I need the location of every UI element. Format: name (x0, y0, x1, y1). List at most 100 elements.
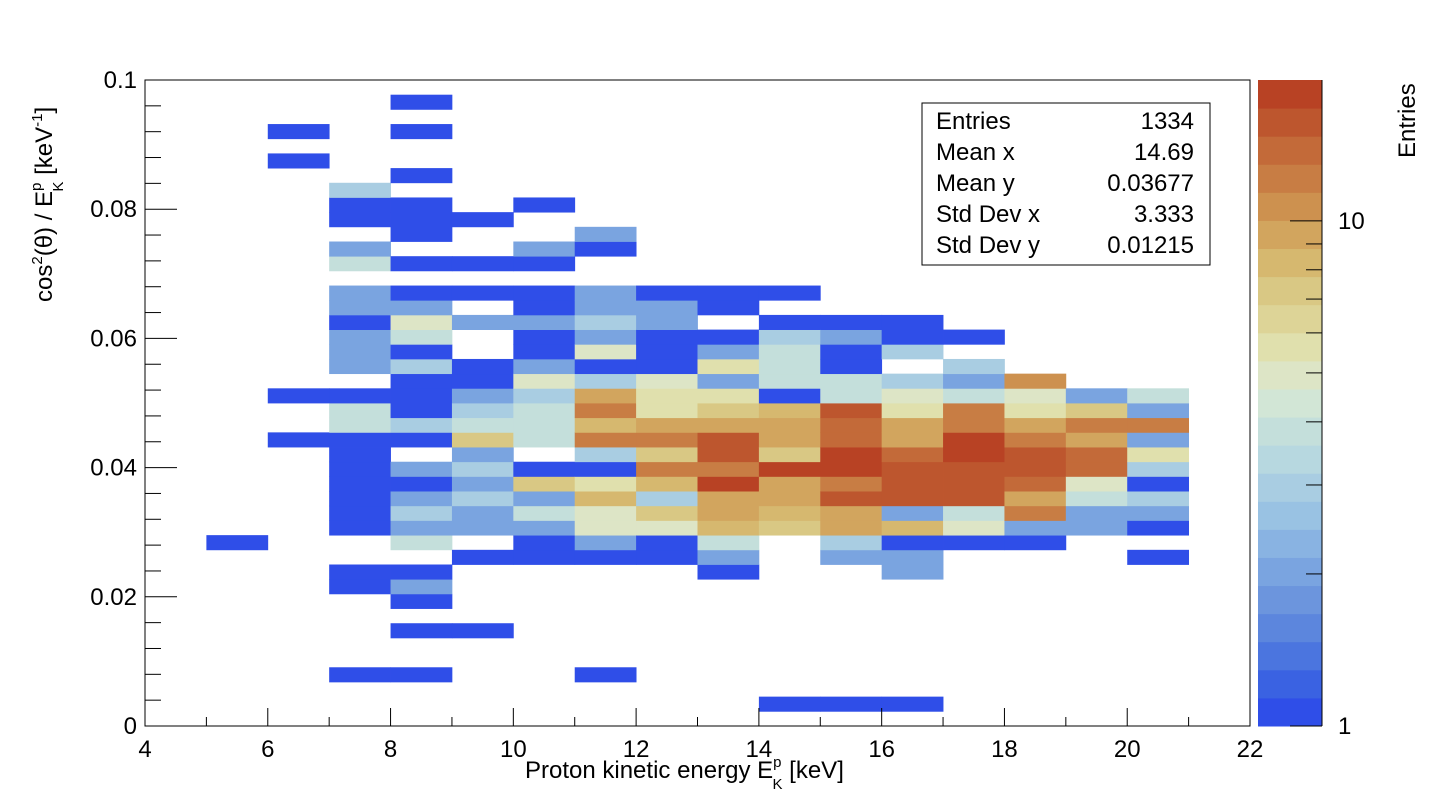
heatmap-cell (513, 358, 576, 375)
heatmap-cell (697, 373, 760, 389)
heatmap-cell (943, 520, 1005, 536)
heatmap-cell (881, 505, 944, 521)
heatmap-cell (1004, 505, 1067, 521)
heatmap-cell (943, 447, 1005, 463)
color-scale-swatch (1258, 332, 1322, 362)
heatmap-cell (574, 417, 637, 433)
heatmap-cell (513, 256, 576, 272)
heatmap-cell (1127, 388, 1190, 404)
color-scale-swatch (1258, 613, 1322, 643)
heatmap-cell (451, 314, 514, 330)
heatmap-cell (1127, 505, 1190, 521)
heatmap-cell (390, 593, 453, 609)
x-tick-label: 20 (1114, 736, 1141, 763)
color-scale-swatch (1258, 445, 1322, 474)
y-axis: 0 0.02 0.04 0.06 0.08 0.1 (90, 67, 177, 740)
heatmap-cell (636, 461, 698, 477)
stats-label: Std Dev x (936, 201, 1040, 228)
stats-label: Std Dev y (936, 232, 1040, 259)
heatmap-cell (574, 491, 637, 507)
heatmap-cell (881, 696, 944, 712)
color-scale-swatch (1258, 641, 1322, 671)
heatmap-cell (329, 358, 391, 375)
heatmap-cell (1065, 461, 1128, 477)
heatmap-cell (636, 285, 698, 301)
heatmap-cell (697, 520, 760, 536)
heatmap-cell (1127, 461, 1190, 477)
heatmap-cell (820, 358, 883, 375)
heatmap-cell (758, 476, 821, 492)
heatmap-cell (636, 432, 698, 448)
heatmap-cell (574, 226, 637, 242)
heatmap-cell (329, 505, 391, 521)
heatmap-cell (574, 358, 637, 375)
heatmap-cell (636, 491, 698, 507)
heatmap-cell (758, 373, 821, 389)
heatmap-cell (574, 388, 637, 404)
heatmap-cell (1004, 491, 1067, 507)
heatmap-cell (451, 432, 514, 448)
heatmap-cell (329, 300, 391, 316)
heatmap-cell (697, 358, 760, 375)
color-scale-swatch (1258, 501, 1322, 530)
heatmap-cell (451, 358, 514, 375)
heatmap-cell (820, 388, 883, 404)
heatmap-cell (1004, 403, 1067, 419)
heatmap-cell (697, 461, 760, 477)
heatmap-cell (881, 373, 944, 389)
color-scale-swatch (1258, 304, 1322, 334)
heatmap-cell (390, 667, 453, 683)
heatmap-cell (636, 476, 698, 492)
heatmap-cell (390, 491, 453, 507)
color-scale-swatch (1258, 388, 1322, 418)
heatmap-cell (451, 388, 514, 404)
heatmap-cell (820, 344, 883, 360)
heatmap-cell (881, 447, 944, 463)
heatmap-cell (513, 432, 576, 448)
heatmap-cell (943, 535, 1005, 551)
stats-label: Entries (936, 108, 1011, 135)
heatmap-cell (881, 564, 944, 580)
heatmap-cell (1127, 432, 1190, 448)
heatmap-cell (451, 447, 514, 463)
x-tick-label: 12 (623, 736, 650, 763)
heatmap-cell (881, 344, 944, 360)
heatmap-cell (697, 285, 760, 301)
heatmap-cell (697, 505, 760, 521)
heatmap-cell (513, 344, 576, 360)
heatmap-cell (513, 373, 576, 389)
stats-value: 0.03677 (1107, 170, 1194, 197)
heatmap-cell (390, 314, 453, 330)
heatmap-cell (697, 344, 760, 360)
heatmap-cell (636, 344, 698, 360)
heatmap-cell (390, 285, 453, 301)
heatmap-cell (758, 329, 821, 345)
heatmap-cell (390, 226, 453, 242)
heatmap-cell (390, 197, 453, 213)
heatmap-cell (267, 432, 330, 448)
heatmap-cell (513, 300, 576, 316)
heatmap-cell (881, 314, 944, 330)
heatmap-cell (1004, 388, 1067, 404)
heatmap-cell (881, 520, 944, 536)
color-scale-swatch (1258, 220, 1322, 250)
heatmap-cell (943, 329, 1005, 345)
heatmap-cell (329, 461, 391, 477)
heatmap-cell (1004, 476, 1067, 492)
heatmap-cell (758, 520, 821, 536)
heatmap-cell (758, 403, 821, 419)
heatmap-cell (1127, 417, 1190, 433)
color-scale-swatch (1258, 192, 1322, 221)
heatmap-cell (943, 476, 1005, 492)
heatmap-cell (758, 417, 821, 433)
heatmap-cell (1065, 520, 1128, 536)
heatmap-cell (451, 285, 514, 301)
heatmap-cell (451, 623, 514, 639)
heatmap-cell (329, 417, 391, 433)
heatmap-cell (390, 344, 453, 360)
stats-box: Entries 1334 Mean x 14.69 Mean y 0.03677 Std D… (921, 102, 1211, 266)
heatmap-cell (881, 432, 944, 448)
heatmap-cell (758, 491, 821, 507)
heatmap-cell (451, 520, 514, 536)
heatmap-cell (636, 520, 698, 536)
